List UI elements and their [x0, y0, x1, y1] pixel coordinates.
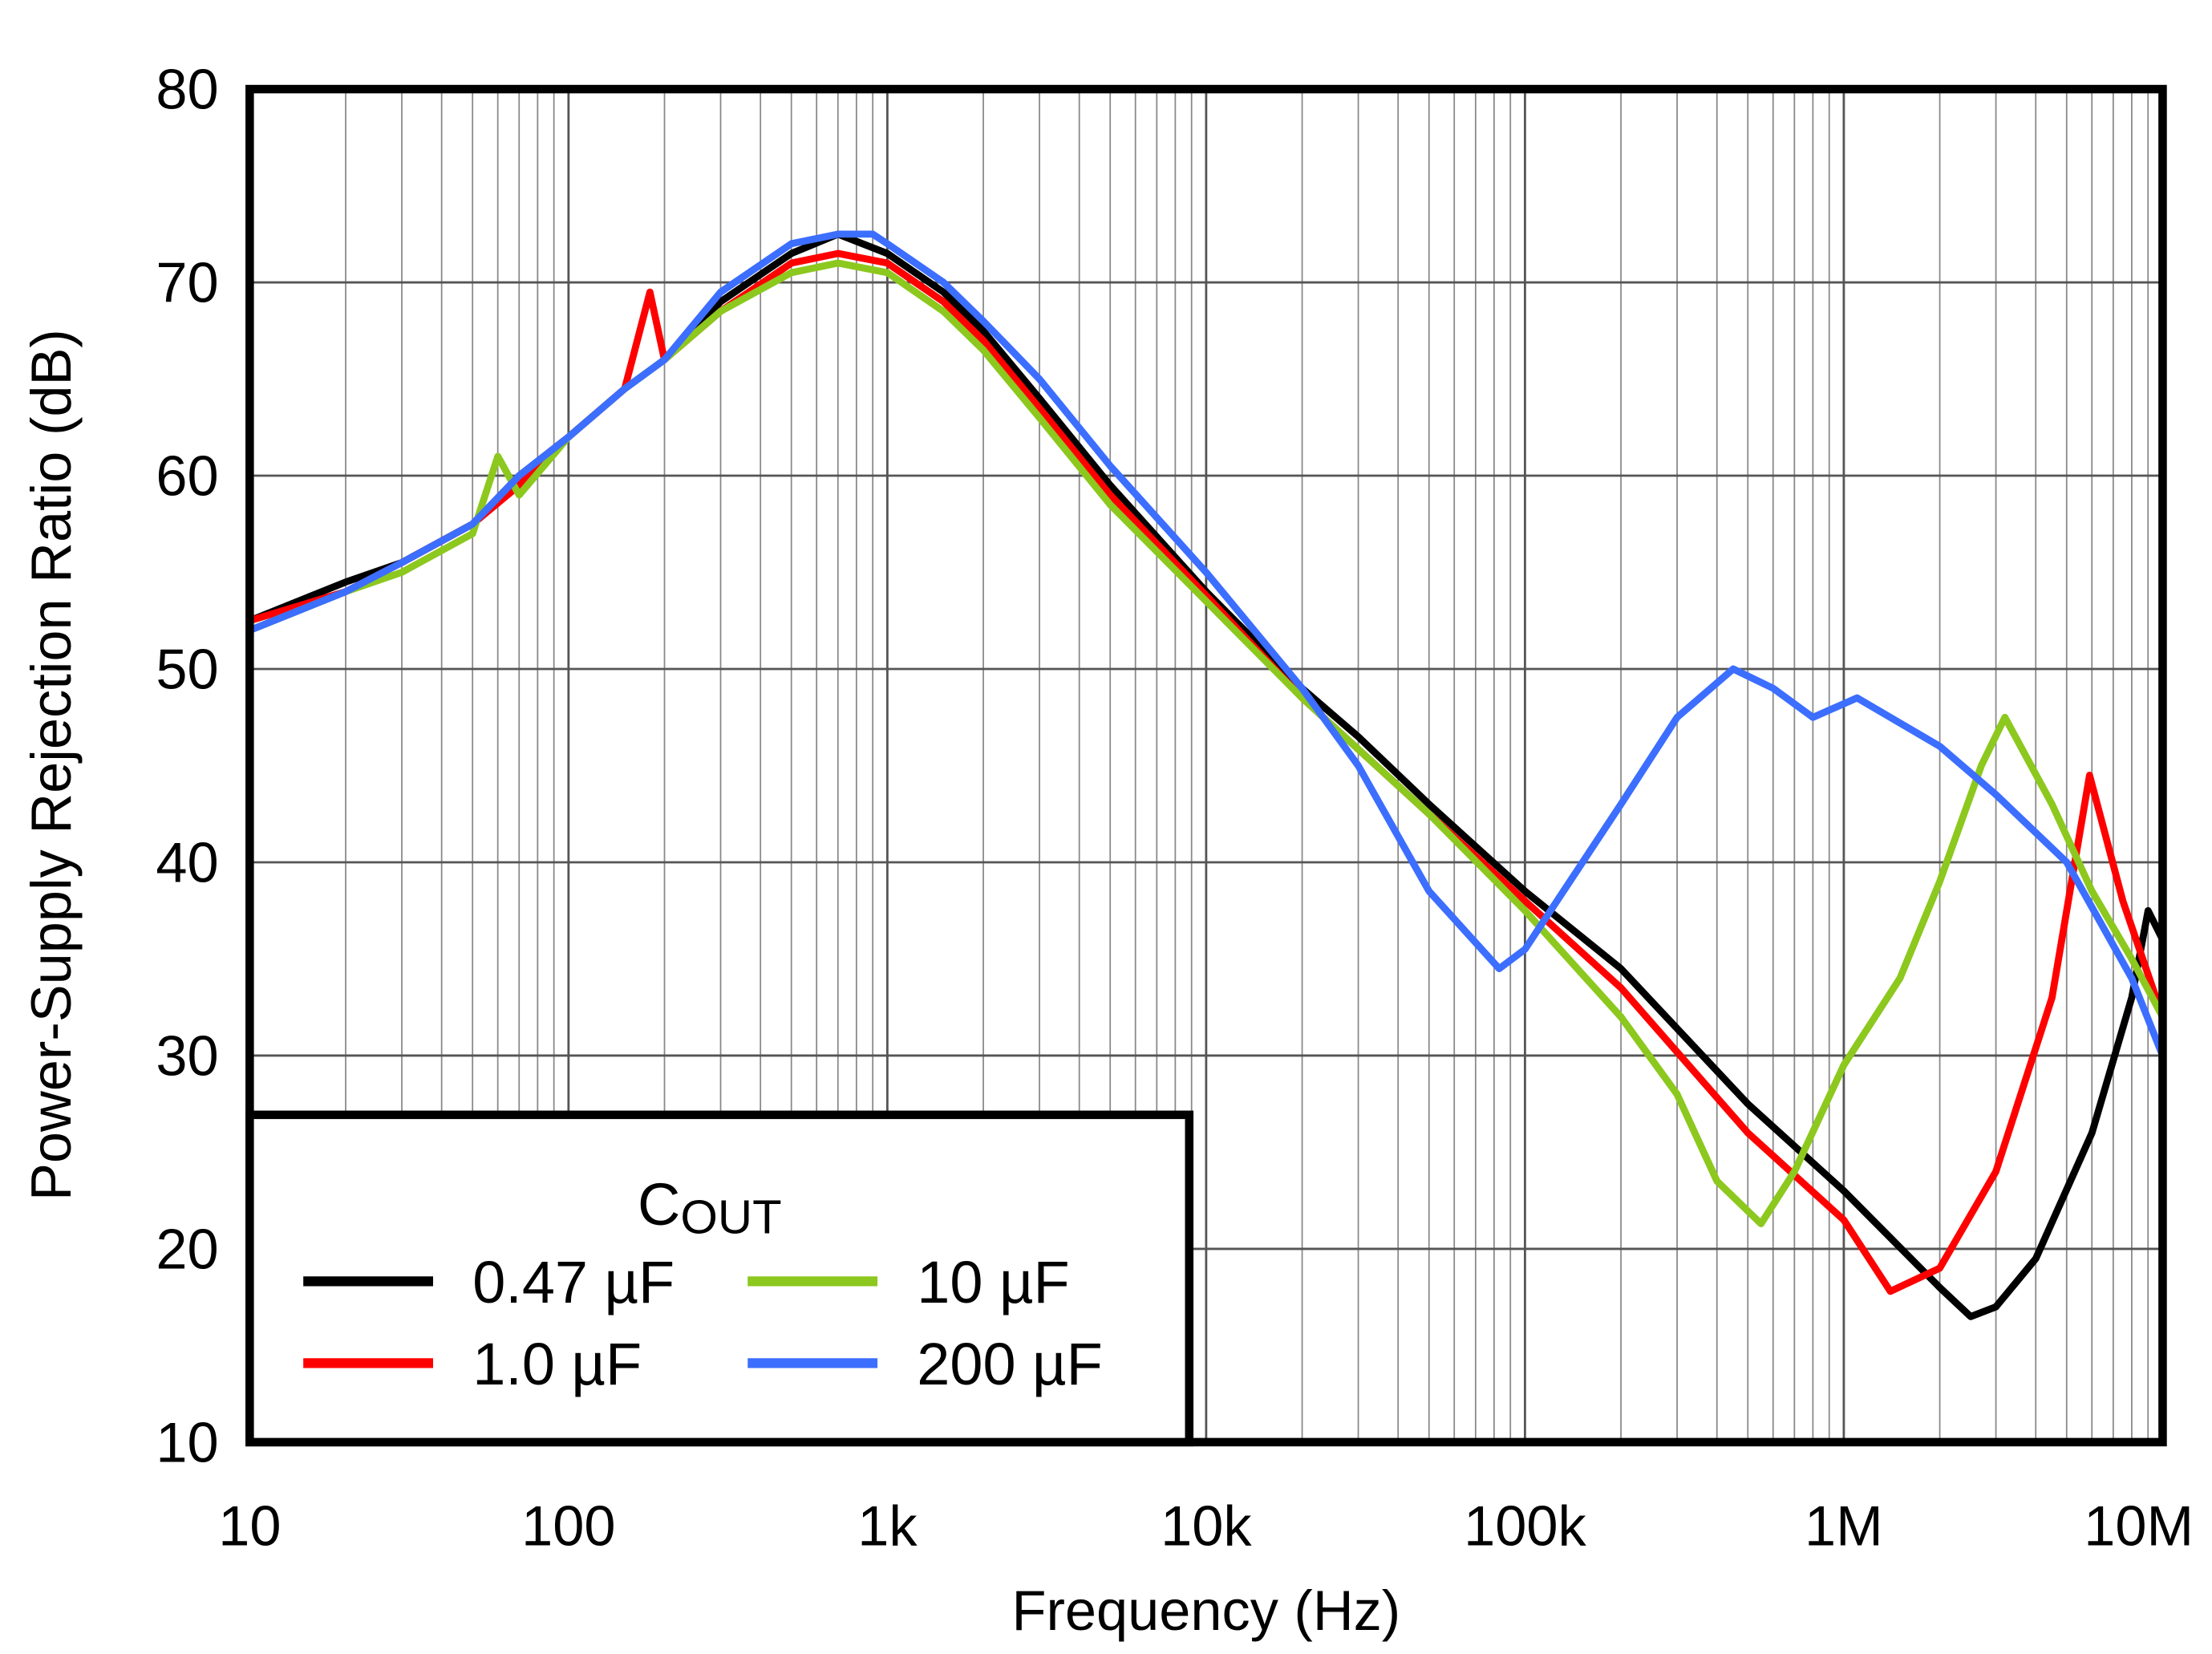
x-tick-label: 10 [218, 1494, 281, 1557]
x-tick-label: 100 [521, 1494, 615, 1557]
legend-label: 1.0 µF [472, 1331, 642, 1397]
x-axis-label: Frequency (Hz) [1012, 1579, 1401, 1642]
legend-label: 10 µF [917, 1249, 1069, 1315]
legend-label: 200 µF [917, 1331, 1102, 1397]
series-line-4 [248, 230, 2166, 1057]
x-tick-label: 10k [1161, 1494, 1252, 1557]
legend: COUT 0.47 µF 1.0 µF 10 µF 200 µF [245, 1110, 1194, 1447]
y-tick-label: 40 [156, 831, 218, 894]
x-tick-label: 1k [857, 1494, 918, 1557]
legend-label: 0.47 µF [472, 1249, 675, 1315]
y-tick-label: 80 [156, 58, 218, 121]
plot-frame [245, 84, 2167, 1447]
y-tick-label: 30 [156, 1024, 218, 1088]
y-tick-label: 20 [156, 1218, 218, 1281]
y-tick-labels: 10 20 30 40 50 60 70 80 [156, 58, 218, 1474]
y-tick-label: 10 [156, 1411, 218, 1474]
x-tick-label: 100k [1464, 1494, 1586, 1557]
y-tick-label: 60 [156, 444, 218, 508]
x-tick-label: 1M [1805, 1494, 1883, 1557]
series-line-3 [248, 259, 2166, 1228]
y-tick-label: 50 [156, 638, 218, 701]
y-tick-label: 70 [156, 251, 218, 314]
legend-title-main: C [638, 1171, 680, 1238]
legend-title: COUT [638, 1171, 782, 1244]
x-tick-labels: 10 100 1k 10k 100k 1M 10M [218, 1494, 2194, 1557]
series-group [248, 230, 2166, 1320]
y-axis-label: Power-Supply Rejection Ratio (dB) [19, 329, 83, 1201]
x-tick-label: 10M [2084, 1494, 2194, 1557]
legend-title-sub: OUT [680, 1190, 781, 1244]
